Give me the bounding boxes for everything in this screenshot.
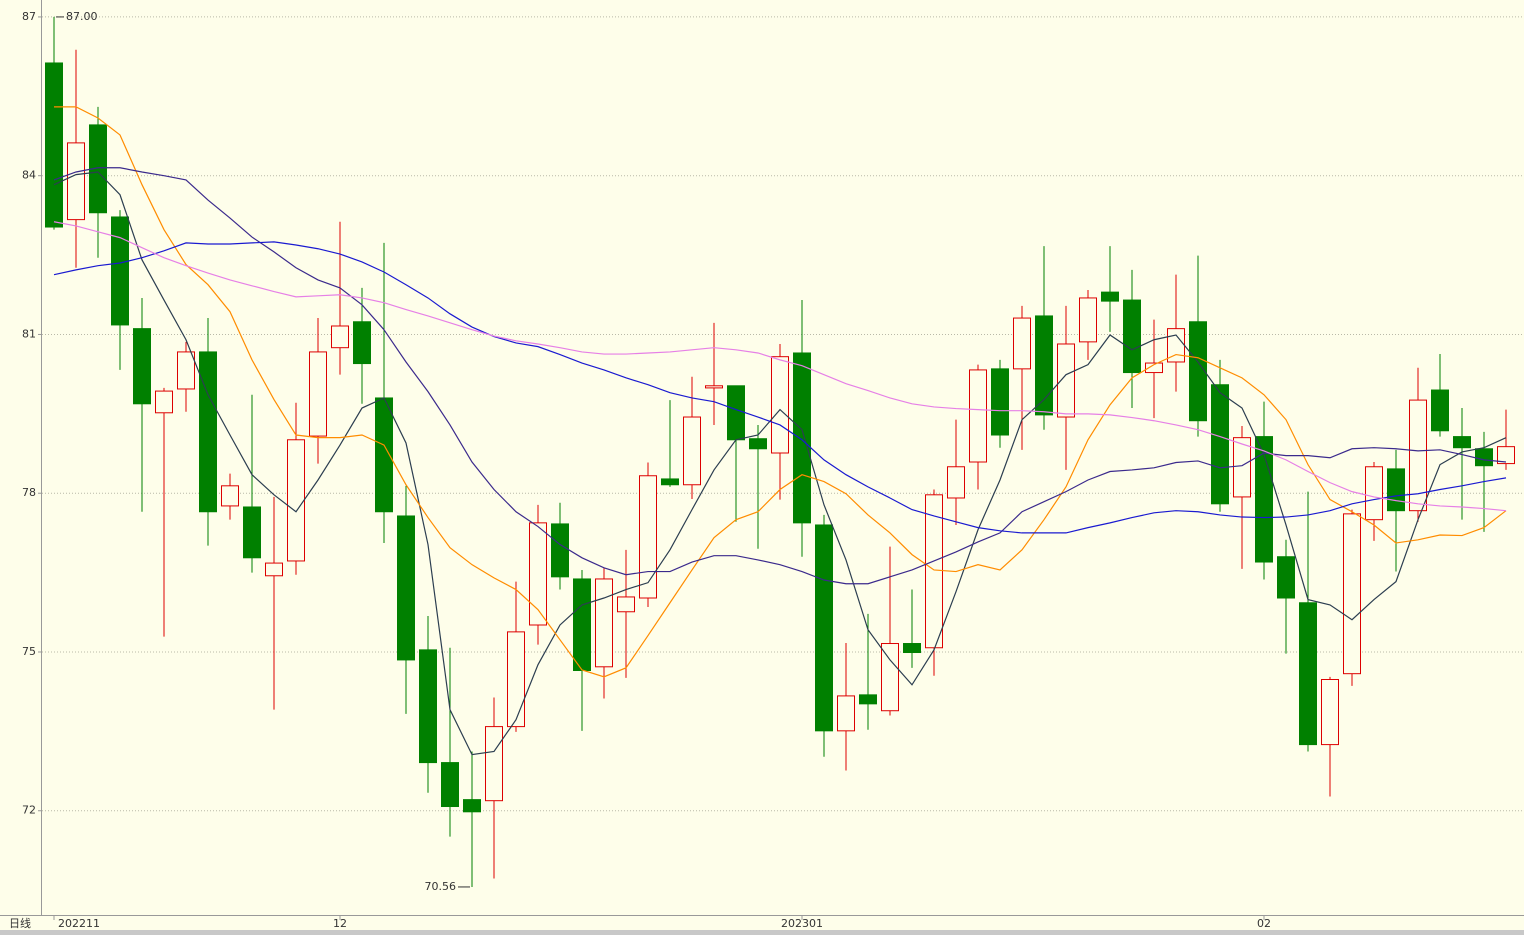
moving-average-line (53, 171, 1507, 756)
period-label: 日线 (9, 916, 31, 930)
candle-body (419, 649, 437, 764)
candle-body (221, 485, 239, 507)
candle-body (551, 523, 569, 578)
y-tick-label: 81 (22, 327, 36, 340)
candle-body (1343, 513, 1361, 675)
candle-body (111, 216, 129, 326)
candle-body (837, 695, 855, 732)
candle-body (1101, 291, 1119, 302)
candle-body (1321, 679, 1339, 746)
candle-body (1277, 556, 1295, 599)
candle-body (925, 494, 943, 649)
candle-body (1409, 399, 1427, 512)
candle-body (463, 799, 481, 813)
candle-body (309, 351, 327, 437)
candle-body (947, 466, 965, 499)
candle-body (705, 385, 723, 389)
candle-body (771, 356, 789, 454)
x-tick-label: 02 (1257, 917, 1271, 930)
y-tick-label: 75 (22, 645, 36, 658)
candle-body (1299, 602, 1317, 746)
low-marker-label: 70.56 (425, 880, 457, 893)
candle-body (1035, 315, 1053, 416)
x-tick-label: 202301 (781, 917, 823, 930)
moving-average-line (53, 221, 1507, 512)
candle-body (441, 762, 459, 808)
candle-body (1079, 297, 1097, 343)
candle-body (1431, 389, 1449, 432)
candle-body (749, 438, 767, 450)
candle-body (45, 62, 63, 228)
y-tick-label: 87 (22, 10, 36, 23)
candle-body (67, 142, 85, 221)
candle-body (1013, 317, 1031, 370)
candle-body (265, 562, 283, 577)
candle-body (793, 352, 811, 524)
candle-body (595, 578, 613, 668)
candle-body (639, 475, 657, 599)
candle-body (661, 478, 679, 486)
candle-body (155, 390, 173, 414)
candle-body (903, 643, 921, 654)
candle-body (859, 694, 877, 705)
candle-body (1189, 321, 1207, 422)
y-tick-label: 72 (22, 804, 36, 817)
candle-body (969, 369, 987, 463)
candle-body (507, 631, 525, 728)
moving-average-line (53, 167, 1507, 585)
moving-average-line (54, 106, 1507, 678)
candle-body (683, 416, 701, 486)
candle-body (133, 328, 151, 405)
candle-body (1145, 362, 1163, 374)
x-tick-label: 202211 (58, 917, 100, 930)
candle-body (1233, 437, 1251, 498)
candle-body (177, 351, 195, 390)
candle-body (991, 368, 1009, 436)
candle-body (1387, 468, 1405, 512)
candle-body (331, 325, 349, 349)
candle-body (1365, 466, 1383, 521)
candle-body (397, 515, 415, 661)
candle-body (1475, 448, 1493, 467)
y-tick-label: 84 (22, 169, 36, 182)
candle-body (243, 506, 261, 559)
candle-body (881, 643, 899, 712)
bottom-bar (0, 930, 1524, 935)
candle-body (617, 596, 635, 613)
candle-body (1453, 436, 1471, 449)
moving-average-line (53, 241, 1507, 534)
high-marker-label: 87.00 (66, 10, 98, 23)
candle-body (727, 385, 745, 441)
candle-body (199, 351, 217, 513)
candle-body (1497, 446, 1515, 465)
candle-body (353, 321, 371, 365)
candle-body (1211, 384, 1229, 505)
candle-body (529, 522, 547, 626)
candle-body (1123, 299, 1141, 374)
candle-body (573, 578, 591, 672)
candle-body (287, 439, 305, 562)
y-tick-label: 78 (22, 486, 36, 499)
candle-body (815, 524, 833, 732)
candle-body (1057, 343, 1075, 418)
x-tick-label: 12 (333, 917, 347, 930)
candle-body (485, 726, 503, 802)
